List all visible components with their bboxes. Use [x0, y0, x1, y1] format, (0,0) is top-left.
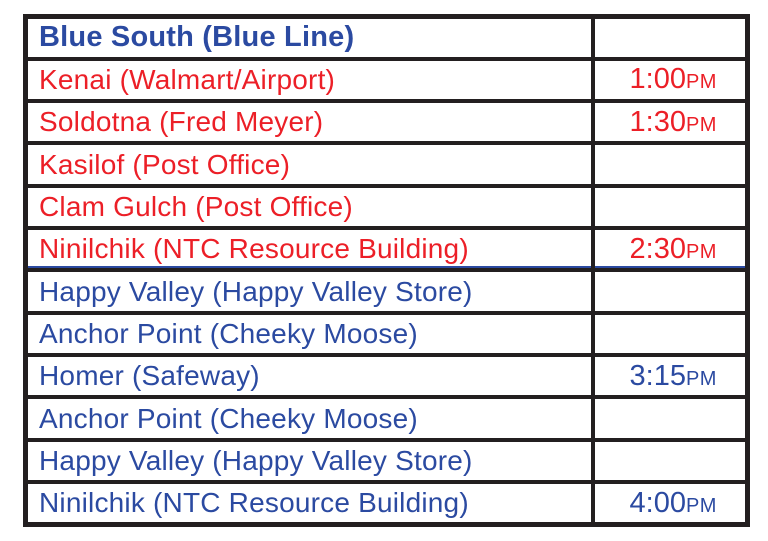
header-time-cell [590, 14, 750, 61]
stop-name: Anchor Point (Cheeky Moose) [23, 395, 595, 442]
departure-time [590, 141, 750, 188]
stop-name: Homer (Safeway) [23, 353, 595, 400]
time-meridiem: PM [685, 71, 717, 94]
stop-name: Clam Gulch (Post Office) [23, 183, 595, 231]
time-value: 4:00 [629, 486, 686, 519]
table-row: Happy Valley (Happy Valley Store) [23, 437, 750, 485]
schedule-table: Blue South (Blue Line) Kenai (Walmart/Ai… [23, 14, 750, 527]
time-meridiem: PM [685, 113, 717, 136]
stop-name: Soldotna (Fred Meyer) [23, 99, 595, 146]
table-row: Kasilof (Post Office) [23, 141, 750, 188]
table-row: Kenai (Walmart/Airport) 1:00PM [23, 56, 750, 104]
table-row: Homer (Safeway) 3:15PM [23, 353, 750, 400]
time-value: 2:30 [629, 232, 686, 265]
stop-name: Ninilchik (NTC Resource Building) [23, 480, 595, 527]
departure-time: 1:30PM [590, 99, 750, 146]
departure-time [590, 183, 750, 231]
departure-time [590, 310, 750, 358]
table-row: Ninilchik (NTC Resource Building) 4:00PM [23, 480, 750, 527]
stop-name: Kenai (Walmart/Airport) [23, 56, 595, 104]
table-row: Anchor Point (Cheeky Moose) [23, 395, 750, 442]
table-row: Anchor Point (Cheeky Moose) [23, 310, 750, 358]
stop-name: Kasilof (Post Office) [23, 141, 595, 188]
departure-time: 2:30PM [590, 226, 750, 273]
departure-time [590, 395, 750, 442]
route-title: Blue South (Blue Line) [23, 14, 595, 61]
departure-time: 4:00PM [590, 480, 750, 527]
departure-time: 1:00PM [590, 56, 750, 104]
time-meridiem: PM [685, 494, 717, 517]
stop-name: Anchor Point (Cheeky Moose) [23, 310, 595, 358]
departure-time [590, 437, 750, 485]
time-value: 1:30 [629, 105, 686, 138]
table-row: Soldotna (Fred Meyer) 1:30PM [23, 99, 750, 146]
time-value: 3:15 [629, 359, 686, 392]
table-row: Ninilchik (NTC Resource Building) 2:30PM [23, 226, 750, 273]
departure-time: 3:15PM [590, 353, 750, 400]
stop-name: Ninilchik (NTC Resource Building) [23, 226, 595, 273]
departure-time [590, 268, 750, 315]
stop-name: Happy Valley (Happy Valley Store) [23, 437, 595, 485]
time-meridiem: PM [685, 367, 717, 390]
table-row: Clam Gulch (Post Office) [23, 183, 750, 231]
time-meridiem: PM [685, 240, 717, 263]
time-value: 1:00 [629, 63, 686, 96]
stop-name: Happy Valley (Happy Valley Store) [23, 268, 595, 315]
table-row: Happy Valley (Happy Valley Store) [23, 268, 750, 315]
table-header-row: Blue South (Blue Line) [23, 14, 750, 61]
